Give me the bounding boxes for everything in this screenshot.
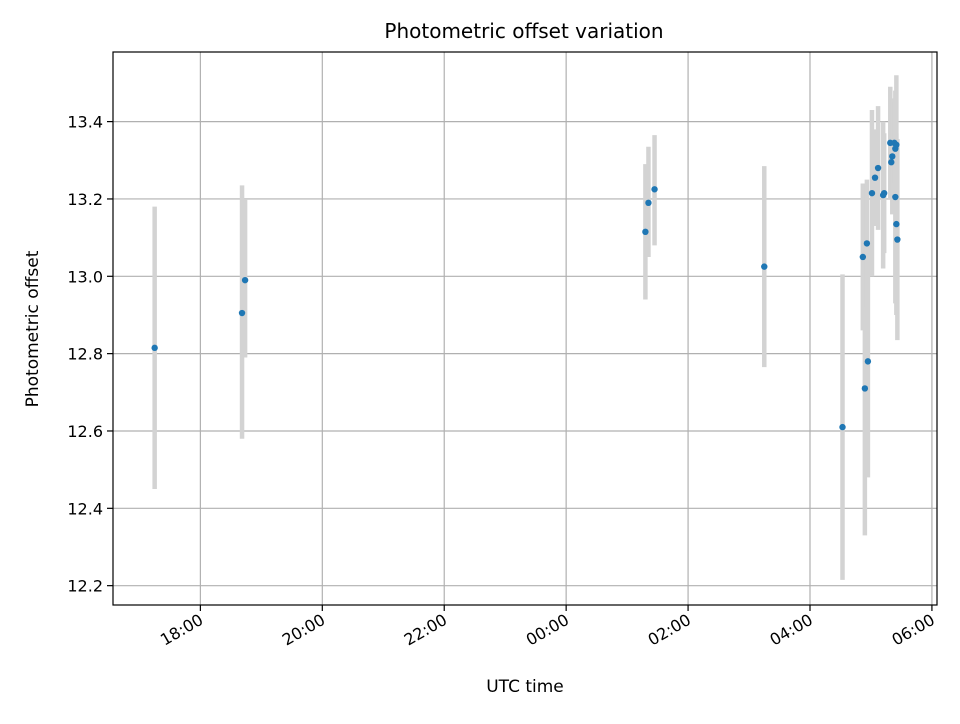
data-point	[238, 309, 246, 317]
x-tick-label: 06:00	[888, 610, 937, 650]
data-point	[645, 199, 652, 207]
error-bars	[152, 75, 900, 580]
y-tick-label: 13.4	[67, 113, 103, 132]
x-axis-ticks: 18:00 20:00 22:00 00:00 02:00 04:00 06:00	[157, 605, 938, 650]
x-tick-label: 02:00	[645, 610, 694, 650]
x-tick-label: 20:00	[279, 610, 328, 650]
y-tick-label: 12.8	[67, 345, 103, 364]
y-axis-ticks: 12.2 12.4 12.6 12.8 13.0 13.2 13.4	[67, 113, 113, 596]
data-point	[864, 358, 872, 365]
data-point	[868, 189, 876, 197]
data-point	[839, 423, 846, 431]
data-point	[874, 164, 882, 172]
data-point	[871, 174, 879, 181]
grid	[113, 52, 937, 605]
y-tick-label: 13.0	[67, 267, 103, 286]
data-point	[892, 193, 899, 201]
data-point	[894, 236, 901, 243]
data-point	[241, 276, 249, 284]
data-point	[761, 263, 768, 270]
data-point	[893, 220, 900, 228]
x-tick-label: 00:00	[523, 610, 572, 650]
data-point	[151, 344, 158, 352]
data-point	[888, 159, 895, 166]
data-point	[893, 141, 900, 149]
data-point	[880, 189, 888, 197]
x-tick-label: 22:00	[401, 610, 450, 650]
data-point	[642, 228, 649, 236]
x-tick-label: 18:00	[157, 610, 206, 650]
chart-title: Photometric offset variation	[384, 19, 663, 43]
y-tick-label: 13.2	[67, 190, 103, 209]
data-point	[863, 240, 871, 247]
data-points	[151, 139, 901, 431]
data-point	[859, 253, 867, 261]
data-point	[861, 385, 869, 392]
y-axis-label: Photometric offset	[23, 250, 43, 407]
y-tick-label: 12.2	[67, 577, 103, 596]
data-point	[889, 153, 896, 160]
data-point	[651, 186, 658, 193]
plot-frame	[112, 51, 938, 606]
y-tick-label: 12.4	[67, 499, 103, 518]
x-tick-label: 04:00	[767, 610, 816, 650]
x-axis-label: UTC time	[486, 677, 564, 697]
y-tick-label: 12.6	[67, 422, 103, 441]
